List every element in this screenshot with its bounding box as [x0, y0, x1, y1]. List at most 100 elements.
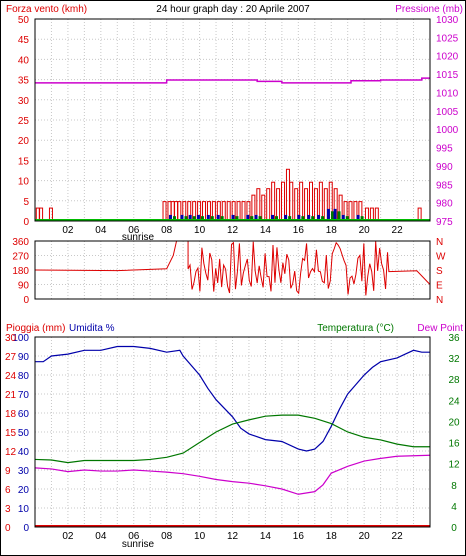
- pressure-tick-label: 1015: [436, 70, 459, 81]
- wind-tick-label: 35: [18, 76, 30, 87]
- wind-tick-label: 15: [18, 156, 30, 167]
- pressure-tick-label: 985: [436, 180, 453, 191]
- pressure-tick-label: 980: [436, 199, 453, 210]
- wind-gust-bar: [313, 188, 318, 222]
- rain-tick-label: 27: [5, 352, 17, 363]
- temperature-axis-label: Temperatura (°C): [317, 323, 394, 334]
- pressure-tick-label: 1025: [436, 33, 459, 44]
- wind-average-bar: [297, 214, 301, 221]
- weather-x-tick-label: 14: [260, 531, 272, 542]
- wind-gust-bar: [353, 201, 358, 222]
- dewpoint-axis-label: Dew Point: [417, 323, 463, 334]
- wind-gust-bar: [177, 201, 182, 222]
- weather-x-tick-label: 20: [359, 531, 371, 542]
- wind-x-tick-label: 02: [62, 225, 74, 236]
- wind-average-bar-alt: [184, 216, 188, 221]
- wind-gust-bar: [348, 201, 353, 222]
- wind-average-bar-alt: [210, 216, 214, 221]
- temperature-tick-label: 24: [448, 396, 460, 407]
- temperature-tick-label: 16: [448, 439, 460, 450]
- wind-gust-bar: [289, 181, 294, 222]
- weather-x-tick-label: 10: [194, 531, 206, 542]
- direction-tick-label: 270: [12, 252, 29, 263]
- humidity-tick-label: 60: [18, 409, 30, 420]
- sunrise-label-top: sunrise: [122, 232, 155, 243]
- weather-x-tick-label: 02: [62, 531, 74, 542]
- rain-tick-label: 21: [5, 390, 17, 401]
- pressure-line: [35, 77, 430, 84]
- humidity-line: [35, 345, 430, 452]
- wind-x-tick-label: 06: [128, 225, 140, 236]
- rain-tick-label: 24: [5, 371, 17, 382]
- pressure-tick-label: 1000: [436, 125, 459, 136]
- wind-average-bar-alt: [337, 211, 341, 221]
- rain-tick-label: 6: [5, 485, 11, 496]
- weather-x-tick-label: 18: [326, 531, 338, 542]
- wind-x-tick-label: 10: [194, 225, 206, 236]
- wind-direction-line: [34, 240, 431, 296]
- humidity-tick-label: 80: [18, 371, 30, 382]
- wind-average-bar-alt: [311, 216, 315, 221]
- wind-average-bar-alt: [172, 216, 176, 221]
- weather-x-tick-label: 06: [128, 531, 140, 542]
- humidity-tick-label: 90: [18, 352, 30, 363]
- wind-average-bar-alt: [220, 216, 224, 221]
- wind-average-bar: [206, 214, 210, 221]
- wind-tick-label: 30: [18, 96, 30, 107]
- wind-average-bar: [168, 214, 172, 221]
- pressure-tick-label: 1010: [436, 88, 459, 99]
- temperature-tick-label: 28: [448, 375, 460, 386]
- wind-average-bar-alt: [360, 216, 364, 221]
- direction-compass-label: E: [436, 281, 443, 292]
- humidity-tick-label: 70: [18, 390, 30, 401]
- wind-average-bar: [326, 208, 330, 221]
- wind-gust-bar: [294, 188, 299, 222]
- wind-average-bar: [254, 214, 258, 221]
- wind-average-bar: [356, 214, 360, 221]
- wind-x-tick-label: 12: [227, 225, 239, 236]
- temperature-tick-label: 20: [448, 417, 460, 428]
- humidity-tick-label: 0: [23, 523, 29, 534]
- wind-average-bar: [246, 214, 250, 221]
- wind-gust-bar: [323, 188, 328, 222]
- wind-tick-label: 40: [18, 55, 30, 66]
- pressure-axis-label: Pressione (mb): [395, 4, 463, 15]
- direction-tick-label: 360: [12, 237, 29, 248]
- wind-panel-frame: [34, 18, 431, 222]
- pressure-tick-label: 1030: [436, 15, 459, 26]
- wind-average-bar: [196, 214, 200, 221]
- humidity-tick-label: 50: [18, 428, 30, 439]
- wind-gust-bar: [241, 201, 246, 222]
- temperature-tick-label: 4: [451, 502, 457, 513]
- direction-tick-label: 90: [18, 281, 30, 292]
- wind-average-bar-alt: [301, 216, 305, 221]
- direction-tick-label: 0: [23, 295, 29, 306]
- weather-x-tick-label: 12: [227, 531, 239, 542]
- pressure-tick-label: 975: [436, 217, 453, 228]
- direction-compass-label: N: [436, 237, 443, 248]
- weather-panel-frame: [34, 336, 431, 528]
- dewpoint-line: [34, 454, 431, 495]
- temperature-tick-label: 0: [451, 523, 457, 534]
- wind-tick-label: 25: [18, 116, 30, 127]
- wind-average-bar: [231, 214, 235, 221]
- wind-average-bar-alt: [330, 211, 334, 221]
- humidity-tick-label: 100: [12, 333, 29, 344]
- humidity-tick-label: 30: [18, 466, 30, 477]
- direction-compass-label: W: [436, 252, 446, 263]
- rain-tick-label: 30: [5, 333, 17, 344]
- wind-gust-bar: [261, 194, 266, 222]
- wind-average-bar-alt: [345, 216, 349, 221]
- wind-x-tick-label: 14: [260, 225, 272, 236]
- direction-compass-label: N: [436, 295, 443, 306]
- wind-gust-bar: [162, 201, 167, 222]
- wind-tick-label: 5: [23, 197, 29, 208]
- pressure-tick-label: 1005: [436, 107, 459, 118]
- wind-average-bar: [188, 214, 192, 221]
- wind-x-tick-label: 04: [95, 225, 107, 236]
- wind-gust-bar: [285, 168, 290, 222]
- rain-tick-label: 3: [5, 504, 11, 515]
- direction-panel-frame: [34, 240, 431, 300]
- rain-tick-label: 12: [5, 447, 17, 458]
